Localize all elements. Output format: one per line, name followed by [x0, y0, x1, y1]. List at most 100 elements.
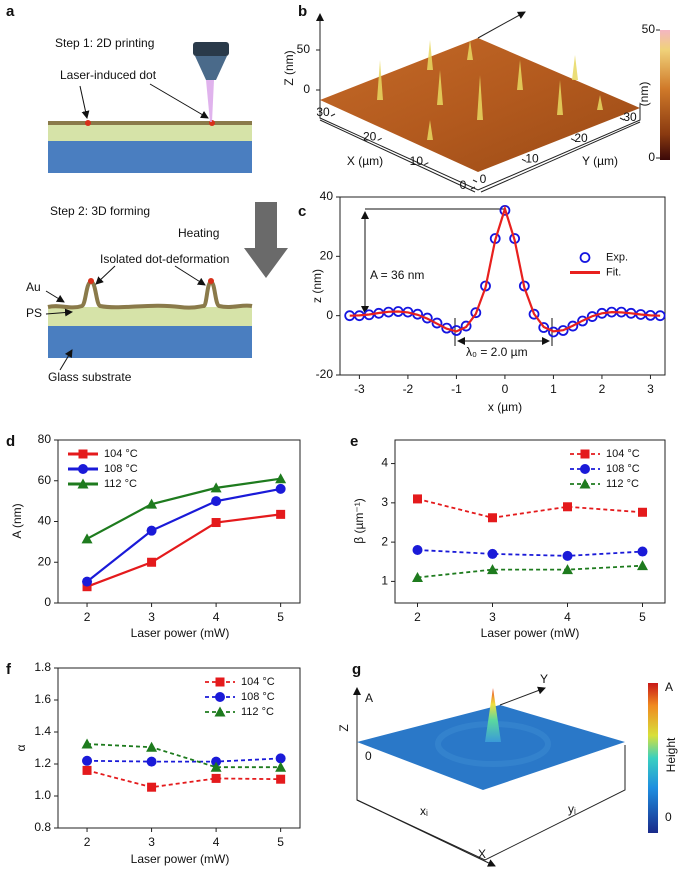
- y-axis-label: z (nm): [310, 269, 324, 303]
- legend-label: 104 °C: [241, 676, 275, 688]
- series-line: [86, 487, 281, 583]
- spike: [517, 60, 523, 90]
- axis-label: X: [478, 847, 486, 861]
- y-axis-label: α: [14, 744, 28, 751]
- y-tick-label: 1: [381, 574, 388, 588]
- marker: [215, 692, 225, 702]
- series-line: [86, 513, 281, 588]
- legend-label: 108 °C: [606, 463, 640, 475]
- marker: [413, 494, 422, 504]
- y-tick-label: 1.2: [34, 756, 51, 770]
- x-axis: [319, 119, 476, 193]
- x-tick-label: -3: [354, 382, 365, 396]
- x-tick-label: 5: [277, 610, 284, 624]
- axis-label: xᵢ: [420, 804, 428, 818]
- panel-label: f: [6, 661, 12, 678]
- plot-frame: [57, 439, 301, 604]
- annotation: Laser-induced dot: [60, 68, 157, 82]
- marker: [412, 571, 423, 582]
- x-tick-label: 2: [84, 835, 91, 849]
- series-line: [417, 549, 643, 557]
- marker: [276, 774, 286, 784]
- au-layer: [48, 121, 252, 125]
- glass-layer: [48, 141, 252, 173]
- marker: [211, 756, 222, 767]
- marker: [563, 502, 572, 512]
- x-axis-label: Laser power (mW): [481, 626, 580, 640]
- y-tick-label: 1.0: [34, 788, 51, 802]
- x-tick-label: 4: [213, 835, 220, 849]
- spike: [427, 120, 433, 140]
- marker: [421, 312, 433, 324]
- marker: [528, 308, 540, 320]
- marker: [586, 311, 598, 322]
- arrow: [59, 349, 73, 371]
- series-line: [87, 757, 281, 763]
- annotation: λ₀ = 2.0 µm: [466, 345, 528, 359]
- x-tick-label: 3: [148, 835, 155, 849]
- marker: [275, 483, 286, 494]
- panel-label: b: [298, 3, 307, 20]
- colorbar-tick: 0: [665, 810, 672, 824]
- ps-layer: [48, 124, 252, 141]
- colorbar-label: (nm): [637, 82, 651, 107]
- marker: [637, 546, 648, 557]
- colorbar-tick-label: 0: [648, 150, 655, 164]
- colorbar-label: Height: [664, 737, 678, 772]
- arrow: [79, 85, 90, 119]
- panel-c-annotations: A = 36 nm λ₀ = 2.0 µm: [361, 208, 553, 359]
- arrow: [45, 308, 73, 317]
- x-axis-label: Laser power (mW): [131, 852, 230, 866]
- legend-label: 104 °C: [104, 448, 138, 460]
- plot-frame: [339, 196, 666, 376]
- y-tick-label: 0.8: [34, 820, 51, 834]
- axis-label: yᵢ: [568, 802, 576, 816]
- panel-label: g: [352, 661, 361, 678]
- annotation: Isolated dot-deformation: [100, 252, 229, 266]
- marker: [214, 706, 226, 717]
- heating-arrow: [244, 202, 288, 278]
- panel-label: a: [6, 3, 15, 20]
- marker: [146, 756, 157, 767]
- x-tick-label: 2: [84, 610, 91, 624]
- annotation: Heating: [178, 226, 219, 240]
- legend-label: 112 °C: [606, 478, 639, 490]
- spike: [477, 75, 483, 120]
- layer-label: Glass substrate: [48, 370, 132, 384]
- spike: [597, 95, 603, 110]
- marker: [275, 761, 287, 772]
- y-tick-label: 3: [381, 495, 388, 509]
- axis-arrow: [477, 11, 526, 39]
- y-axis-label: A (nm): [10, 503, 24, 538]
- panel-label: d: [6, 433, 15, 450]
- marker: [78, 464, 88, 474]
- y-tick-label: 2: [381, 534, 388, 548]
- marker: [275, 473, 287, 484]
- y-tick-label: 20: [574, 131, 588, 145]
- x-tick-label: 2: [599, 382, 606, 396]
- plot-frame: [394, 439, 666, 604]
- marker: [275, 753, 286, 764]
- y-tick-label: 40: [320, 189, 334, 203]
- marker: [580, 464, 590, 474]
- y-axis-label: Y (µm): [582, 154, 618, 168]
- objective: [195, 56, 227, 80]
- y-tick-label: 20: [320, 249, 334, 263]
- marker: [431, 317, 443, 329]
- arrow: [45, 290, 65, 303]
- x-tick-label: 3: [647, 382, 654, 396]
- z-tick-label: 50: [297, 42, 311, 56]
- x-tick-label: 4: [213, 610, 220, 624]
- x-tick: [424, 162, 429, 166]
- x-tick-label: 10: [410, 154, 424, 168]
- marker: [562, 550, 573, 561]
- x-axis-label: x (µm): [488, 400, 522, 414]
- z-tick-label: 0: [303, 82, 310, 96]
- plot: 1 2 3 4 2 3 4 5 Laser power (mW) β (µm⁻¹) 104 °C 10…: [352, 439, 666, 640]
- y-tick: [570, 138, 576, 142]
- ps-layer: [48, 307, 252, 326]
- x-axis: [356, 799, 496, 867]
- marker: [82, 576, 93, 587]
- y-tick: [472, 179, 478, 183]
- x-tick-label: 2: [414, 610, 421, 624]
